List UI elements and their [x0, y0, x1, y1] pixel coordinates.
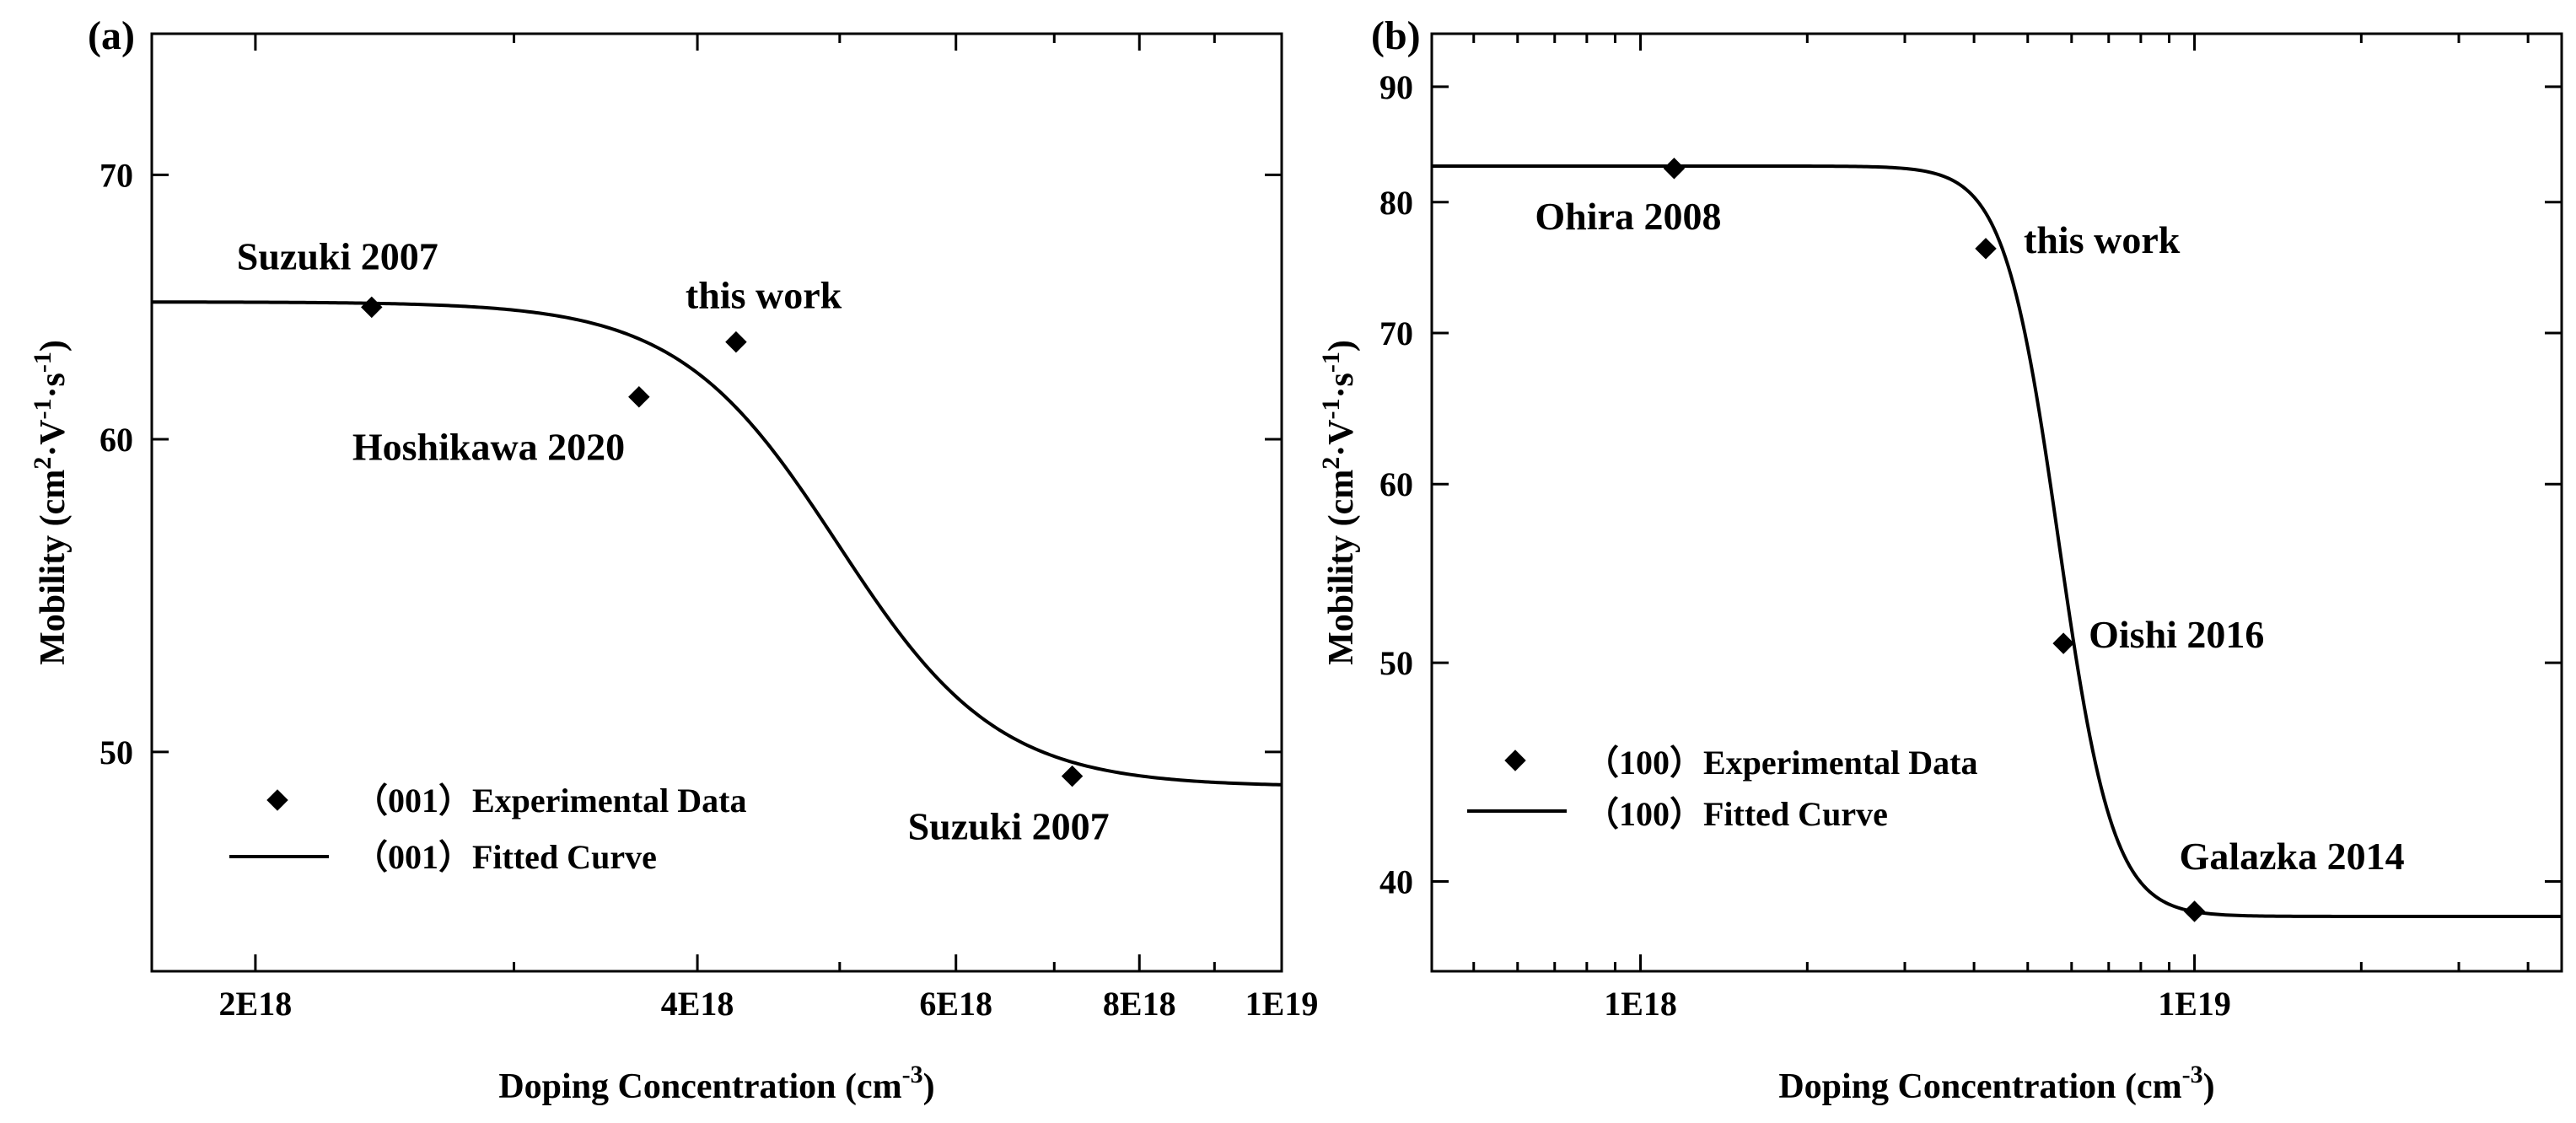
y-tick-label: 70	[99, 156, 133, 194]
data-point-marker	[1663, 158, 1686, 180]
y-tick-label: 80	[1379, 184, 1413, 222]
chart-panel-a: (a) 2E18 4E18 6E18 8E18 1E19 50 60 70 Suzuki 20…	[29, 13, 1318, 1106]
x-tick-label: 1E19	[2158, 985, 2231, 1023]
point-annotation: Hoshikawa 2020	[352, 426, 625, 469]
plot-frame-a	[150, 32, 1283, 973]
x-tick-label: 1E18	[1604, 985, 1677, 1023]
y-axis-title-a: Mobility (cm2·V-1·s-1)	[29, 340, 73, 665]
y-tick-label: 70	[1379, 314, 1413, 352]
point-annotation: Ohira 2008	[1535, 195, 1721, 238]
x-tick-label: 8E18	[1103, 985, 1176, 1023]
point-annotation: this work	[2024, 218, 2181, 261]
x-axis-title-a: Doping Concentration (cm-3)	[498, 1061, 934, 1106]
point-annotation: Suzuki 2007	[908, 805, 1110, 848]
point-annotations-b: Ohira 2008 this work Oishi 2016 Galazka 201…	[1535, 195, 2404, 878]
data-point-marker	[725, 330, 747, 353]
point-annotation: Oishi 2016	[2089, 613, 2264, 656]
y-tick-label: 40	[1379, 863, 1413, 901]
legend-label-experimental-a: （001）Experimental Data	[354, 782, 747, 819]
legend-marker-a	[266, 789, 288, 811]
chart-panel-b: (b) 1E18 1E19 40 50 60 70 80 90 Ohira 2008 this …	[1317, 13, 2563, 1106]
axis-ticks-a: 2E18 4E18 6E18 8E18 1E19 50 60 70	[99, 34, 1318, 1023]
x-tick-label: 6E18	[919, 985, 992, 1023]
panel-label-a: (a)	[88, 13, 135, 58]
y-tick-label: 60	[1379, 465, 1413, 503]
axis-ticks-b: 1E18 1E19 40 50 60 70 80 90	[1379, 34, 2562, 1023]
x-tick-label: 2E18	[219, 985, 293, 1023]
y-axis-title-b: Mobility (cm2·V-1·s-1)	[1317, 340, 1361, 665]
data-point-marker	[628, 385, 650, 408]
data-point-marker	[361, 296, 383, 319]
legend-marker-b	[1504, 750, 1526, 771]
plot-frame-b	[1430, 32, 2563, 973]
data-point-marker	[2183, 900, 2206, 922]
y-tick-label: 50	[1379, 644, 1413, 682]
y-tick-label: 60	[99, 421, 133, 459]
y-tick-label: 90	[1379, 68, 1413, 106]
y-tick-label: 50	[99, 733, 133, 771]
legend-label-fitted-b: （100）Fitted Curve	[1585, 795, 1888, 833]
legend-b: （100）Experimental Data （100）Fitted Curve	[1467, 744, 1978, 833]
data-point-marker	[1975, 238, 1997, 260]
point-annotation: Suzuki 2007	[237, 234, 438, 277]
fitted-curve-b	[1432, 164, 2562, 918]
data-point-marker	[1061, 765, 1084, 787]
x-tick-label: 4E18	[661, 985, 734, 1023]
panel-label-b: (b)	[1371, 13, 1421, 58]
fitted-curve-a	[152, 300, 1283, 787]
point-annotation: Galazka 2014	[2180, 835, 2405, 878]
x-axis-title-b: Doping Concentration (cm-3)	[1778, 1061, 2214, 1106]
legend-label-fitted-a: （001）Fitted Curve	[354, 838, 657, 876]
legend-a: （001）Experimental Data （001）Fitted Curve	[229, 782, 747, 876]
legend-label-experimental-b: （100）Experimental Data	[1585, 744, 1978, 782]
point-annotation: this work	[686, 274, 842, 317]
point-annotations-a: Suzuki 2007 Hoshikawa 2020 this work Suzuki…	[237, 234, 1110, 847]
x-tick-label: 1E19	[1245, 985, 1319, 1023]
